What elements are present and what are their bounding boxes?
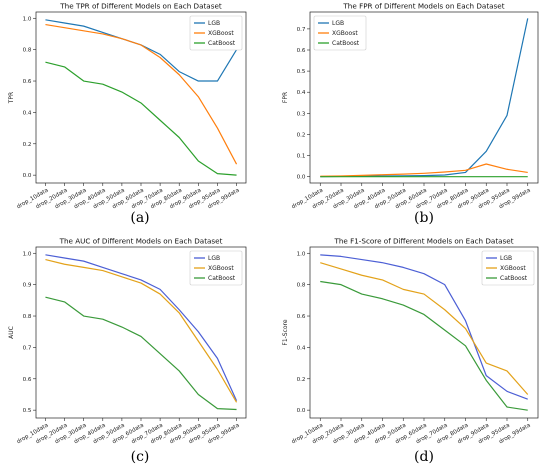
y-tick-label: 0.8 xyxy=(23,48,32,54)
y-tick-label: 0.2 xyxy=(297,132,306,138)
legend-entry: CatBoost xyxy=(332,40,360,47)
legend-entry: CatBoost xyxy=(208,275,236,282)
y-tick-label: 0.9 xyxy=(23,283,32,289)
y-tick-label: 0.5 xyxy=(23,408,32,414)
chart-title: The F1-Score of Different Models on Each… xyxy=(333,237,513,246)
legend-box xyxy=(481,250,535,286)
y-tick-label: 1.0 xyxy=(297,251,306,257)
series-line-catboost xyxy=(45,296,237,411)
legend-entry: LGB xyxy=(500,255,512,262)
y-tick-label: 0.8 xyxy=(297,283,306,289)
y-tick-label: 1.0 xyxy=(23,251,32,257)
legend-box xyxy=(313,15,367,51)
y-tick-label: 0.2 xyxy=(23,142,32,148)
y-axis-label: F1-Score xyxy=(282,319,289,346)
y-axis-label: FPR xyxy=(282,92,289,103)
y-tick-label: 0.0 xyxy=(297,175,306,181)
y-tick-label: 0.4 xyxy=(297,90,306,96)
series-line-xgboost xyxy=(45,23,238,165)
chart-title: The FPR of Different Models on Each Data… xyxy=(342,2,504,11)
chart-legend: LGB XGBoost CatBoost xyxy=(481,250,535,286)
legend-entry: XGBoost xyxy=(500,265,526,272)
y-tick-label: 0.6 xyxy=(23,79,32,85)
y-tick-label: 0.6 xyxy=(23,377,32,383)
series-line-catboost xyxy=(45,61,237,176)
y-tick-label: 0.0 xyxy=(23,173,32,179)
chart-title: The AUC of Different Models on Each Data… xyxy=(59,237,223,246)
chart-panel-fpr: The FPR of Different Models on Each Data… xyxy=(282,2,539,226)
y-tick-label: 0.2 xyxy=(297,377,306,383)
y-tick-label: 0.4 xyxy=(23,110,32,116)
y-tick-label: 0.5 xyxy=(297,69,306,75)
y-axis-label: TPR xyxy=(8,92,15,104)
y-tick-label: 0.4 xyxy=(297,345,306,351)
chart-title: The TPR of Different Models on Each Data… xyxy=(59,2,222,11)
series-line-xgboost xyxy=(320,163,528,177)
legend-entry: XGBoost xyxy=(208,265,234,272)
legend-entry: CatBoost xyxy=(208,40,236,47)
y-tick-label: 0.0 xyxy=(297,408,306,414)
legend-entry: XGBoost xyxy=(332,30,358,37)
series-line-catboost xyxy=(320,280,528,411)
legend-entry: LGB xyxy=(208,20,220,27)
legend-entry: LGB xyxy=(332,20,344,27)
y-tick-label: 1.0 xyxy=(23,16,32,22)
series-line-lgb xyxy=(45,254,238,401)
y-tick-label: 0.7 xyxy=(297,27,306,33)
chart-legend: LGB XGBoost CatBoost xyxy=(189,250,243,286)
legend-entry: CatBoost xyxy=(500,275,528,282)
series-line-xgboost xyxy=(320,262,529,395)
chart-panel-auc: The AUC of Different Models on Each Data… xyxy=(8,237,247,465)
legend-entry: XGBoost xyxy=(208,30,234,37)
panel-caption: (d) xyxy=(414,449,434,465)
series-line-xgboost xyxy=(45,258,238,403)
y-tick-label: 0.3 xyxy=(297,111,306,117)
chart-panel-tpr: The TPR of Different Models on Each Data… xyxy=(8,2,247,226)
legend-box xyxy=(189,250,243,286)
y-tick-label: 0.6 xyxy=(297,48,306,54)
y-tick-label: 0.7 xyxy=(23,345,32,351)
chart-legend: LGB XGBoost CatBoost xyxy=(189,15,243,51)
panel-caption: (b) xyxy=(414,210,434,226)
legend-entry: LGB xyxy=(208,255,220,262)
chart-legend: LGB XGBoost CatBoost xyxy=(313,15,367,51)
series-line-lgb xyxy=(320,254,528,400)
y-tick-label: 0.8 xyxy=(23,314,32,320)
panel-caption: (a) xyxy=(130,210,149,226)
legend-box xyxy=(189,15,243,51)
y-tick-label: 0.1 xyxy=(297,154,306,160)
y-axis-label: AUC xyxy=(8,326,15,339)
panel-caption: (c) xyxy=(131,449,150,465)
y-tick-label: 0.6 xyxy=(297,314,306,320)
chart-panel-f1-score: The F1-Score of Different Models on Each… xyxy=(282,237,539,465)
